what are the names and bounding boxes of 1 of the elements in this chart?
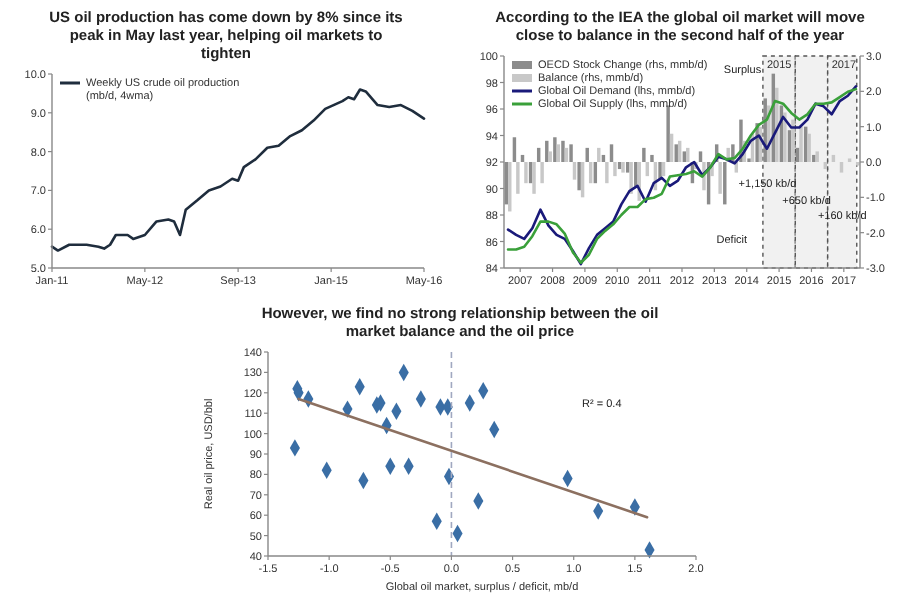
line-series	[50, 88, 426, 252]
